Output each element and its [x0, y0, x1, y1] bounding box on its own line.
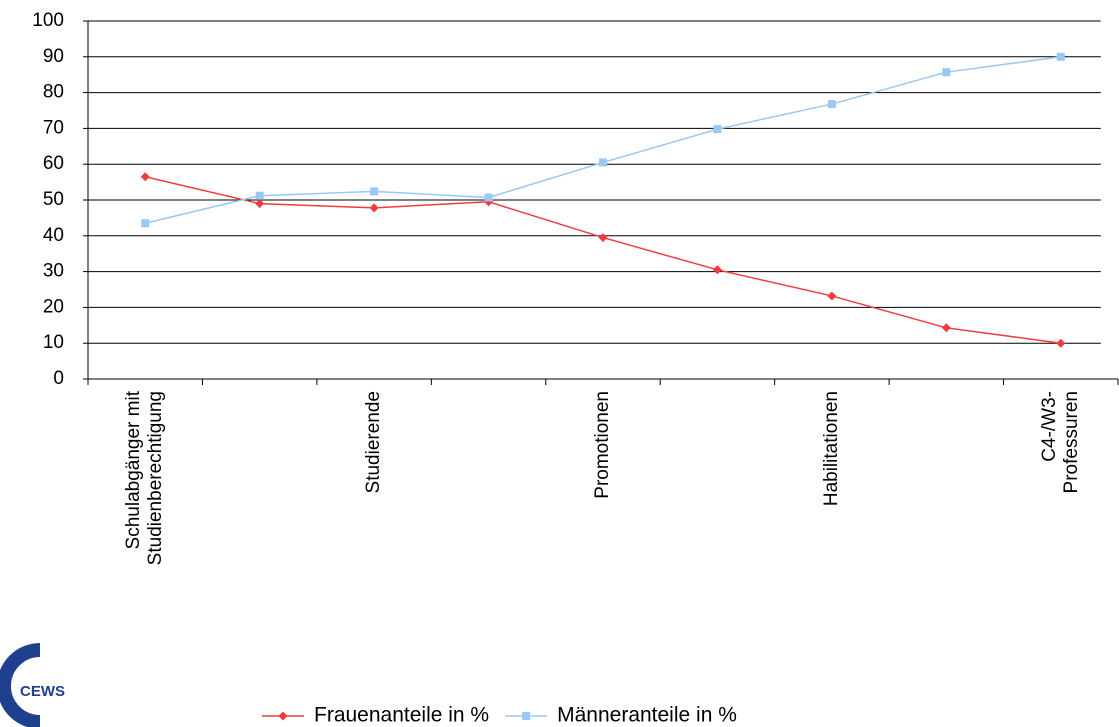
point: [140, 172, 150, 182]
x-tick-label: Promotionen: [592, 391, 613, 499]
point: [255, 199, 265, 209]
legend-marker: [522, 712, 531, 720]
point: [1056, 52, 1065, 61]
point: [599, 158, 607, 167]
logo-arc: [0, 643, 41, 727]
y-tick-label: 10: [43, 332, 64, 353]
y-tick-label: 80: [43, 82, 64, 103]
y-tick-label: 70: [43, 117, 64, 138]
point: [141, 219, 150, 228]
legend-marker: [278, 711, 288, 721]
point: [713, 125, 722, 134]
series-line: [145, 175, 1061, 344]
y-tick-label: 100: [32, 10, 64, 31]
x-tick-label: Studierende: [363, 391, 385, 494]
y-tick-label: 40: [43, 225, 64, 246]
logo-text: CEWS: [20, 683, 65, 700]
logo: CEWS: [0, 643, 65, 727]
point: [1056, 338, 1066, 348]
point: [255, 191, 264, 200]
point: [827, 291, 837, 301]
y-tick-label: 0: [53, 368, 64, 389]
y-tick-label: 50: [43, 189, 64, 210]
legend-label: Frauenanteile in %: [314, 704, 489, 727]
point: [827, 100, 836, 109]
legend-label: Männeranteile in %: [557, 704, 737, 727]
y-tick-label: 20: [43, 296, 64, 317]
point: [712, 265, 722, 275]
point: [942, 68, 951, 77]
y-tick-label: 60: [43, 153, 64, 174]
y-tick-label: 90: [43, 46, 64, 67]
point: [598, 233, 608, 243]
point: [484, 193, 493, 202]
x-tick-label: Habilitationen: [820, 391, 842, 507]
series-line: [145, 56, 1061, 224]
point: [370, 187, 379, 196]
y-tick-label: 30: [43, 261, 64, 282]
x-tick-label: Schulabgänger mit Studienberechtigung: [123, 391, 167, 566]
point: [941, 323, 951, 333]
point: [369, 203, 379, 213]
x-tick-label: C4-/W3-Professuren: [1038, 390, 1082, 494]
